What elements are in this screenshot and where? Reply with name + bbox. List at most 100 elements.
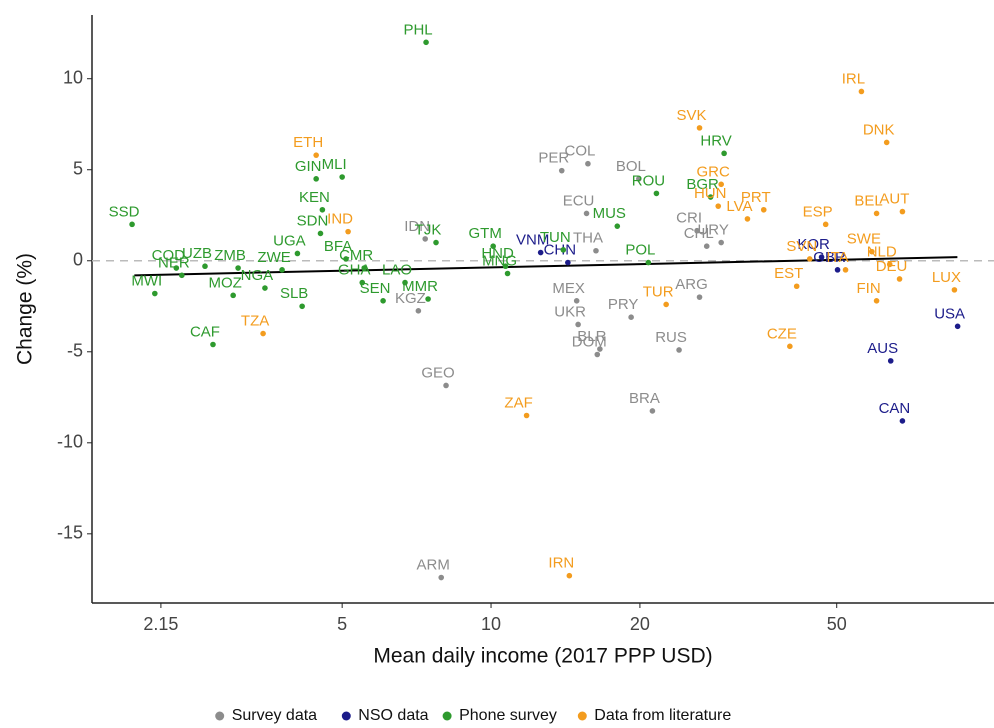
point [415,308,422,314]
trend-line [134,256,958,277]
point-label: IDN [404,218,430,235]
legend-label: Phone survey [459,707,557,724]
point-label: BOL [616,158,646,175]
legend-label: Data from literature [594,707,731,724]
point-label: CMR [339,247,373,264]
legend-marker [341,711,351,721]
point-label: AUT [879,191,909,208]
point [173,265,180,271]
point [294,250,301,257]
point-label: KGZ [395,290,426,307]
point [869,248,875,255]
point [558,167,565,174]
point [653,190,660,197]
point-label: GEO [421,364,454,381]
point [896,276,903,282]
y-tick-label: 5 [73,158,83,178]
point [523,412,530,419]
point [339,174,345,180]
point-label: ROU [632,172,665,189]
point-label: BGR [686,176,719,193]
legend-marker [442,711,452,721]
point [433,239,439,246]
legend-label: NSO data [358,707,428,724]
point-label: MWI [131,272,162,289]
point [707,194,714,200]
point-label: ARG [675,276,708,293]
point [694,227,700,234]
point-label: VNM [516,232,549,249]
point-label: GTM [469,225,502,242]
point-label: NER [158,254,190,271]
point [299,303,305,310]
point [202,263,208,270]
point [230,292,236,299]
point-label: CRI [676,210,702,227]
point-label: SWE [847,231,881,248]
point [645,259,652,266]
point [954,323,961,330]
point-label: ETH [293,134,323,151]
x-tick-label: 20 [630,614,650,634]
point [715,203,722,209]
point-label: LUX [932,269,961,286]
point-label: BEL [854,192,882,209]
point-label: NLD [867,243,897,260]
point [899,418,906,424]
point-label: POL [625,242,655,259]
point-label: FIN [856,280,880,297]
point-label: LVA [726,198,752,215]
point [359,279,366,286]
point [573,298,580,304]
point [628,314,634,320]
point-label: SSD [109,203,140,220]
point-label: BFA [324,238,352,255]
point-label: MMR [402,278,438,295]
point [152,290,158,297]
point [361,265,367,271]
point [676,347,682,353]
point-label: CAF [190,323,220,340]
point [887,358,894,364]
point-label: COD [152,247,186,264]
point [899,208,906,215]
point [425,296,431,302]
point [260,330,266,337]
legend-marker [215,711,225,721]
point-label: ZAF [504,394,532,411]
y-axis-title: Change (%) [14,253,37,365]
point [696,294,703,300]
point-label: GHA [338,262,371,279]
point [593,247,599,254]
point-label: BRA [629,390,660,407]
point [565,259,571,266]
point-label: SEN [360,280,391,297]
point-label: DNK [863,121,895,138]
point-label: HND [481,245,514,262]
point [597,346,603,352]
point [537,249,544,256]
point [585,160,591,167]
x-tick-label: 2.15 [143,614,178,634]
point-label: UKR [554,303,586,320]
y-tick-label: 0 [73,250,83,270]
x-axis-title: Mean daily income (2017 PPP USD) [373,645,712,668]
point [317,230,324,237]
point-label: IRL [842,70,865,87]
point-label: EST [774,265,803,282]
point [210,341,216,348]
point [718,239,724,246]
point [718,181,724,188]
point-label: PER [538,150,569,167]
point-label: TZA [241,313,269,330]
point [262,285,268,291]
point-label: ECU [563,192,595,209]
point-label: MEX [552,280,585,297]
point [858,88,865,95]
point [343,256,349,262]
point [886,261,893,268]
point-label: SLB [280,285,308,302]
point [873,298,880,304]
point [951,287,958,293]
